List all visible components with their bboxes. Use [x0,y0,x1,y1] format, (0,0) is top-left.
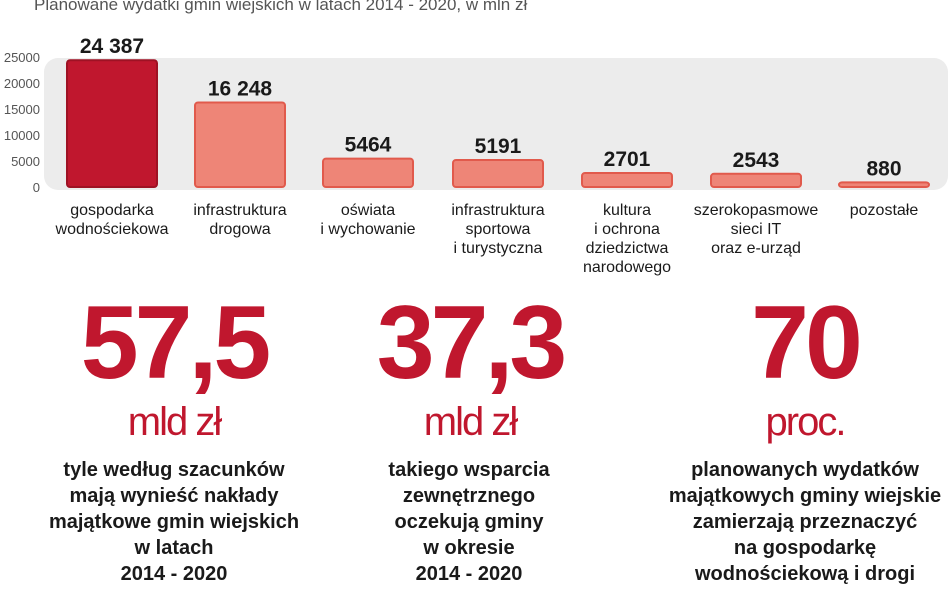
bar-value-label: 2701 [604,148,651,171]
stat-description-line: majątkowe gmin wiejskich [48,511,300,533]
category-label-line: narodowego [583,259,671,276]
stat-description-line: oczekują gminy [394,511,544,533]
bar [194,101,286,188]
category-label-line: gospodarka [70,202,154,219]
stat-description-line: tyle według szacunków [63,459,285,481]
bar-value-label: 880 [866,157,901,180]
bar-value-label: 5191 [475,135,522,158]
stat-description-line: na gospodarkę [733,537,877,559]
category-label-line: oświata [341,202,395,219]
bar [452,159,544,189]
category-label: infrastruktura drogowa [193,202,286,238]
stat-unit-investment: mld zł [127,400,222,444]
stat-description-line: zamierzają przeznaczyć [692,511,918,533]
stat-unit-percentage: proc. [765,400,847,444]
stat-value-external-support: 37,3 [376,285,567,401]
category-label-line: sieci IT [731,221,782,238]
category-label-line: i turystyczna [454,240,543,257]
bar [66,59,158,188]
category-label-line: pozostałe [850,202,919,219]
category-label-line: infrastruktura [193,202,286,219]
category-label-line: i wychowanie [320,221,415,238]
category-label-line: wodnościekowa [55,221,169,238]
stat-value-percentage: 70 [751,285,863,401]
category-label: kultura i ochrona dziedzictwa narodowego [583,202,671,276]
stat-description-line: planowanych wydatków [691,459,919,481]
category-label-line: dziedzictwa [586,240,669,257]
category-label: szerokopasmowe sieci IT oraz e-urząd [694,202,819,257]
y-tick-label: 10000 [4,128,40,143]
chart-title: Planowane wydatki gmin wiejskich w latac… [34,0,528,14]
stat-description-external-support: takiego wsparcia zewnętrznego oczekują gmi… [309,457,629,587]
category-label: infrastruktura sportowa i turystyczna [451,202,544,257]
category-label-line: i ochrona [594,221,660,238]
bar [581,171,673,189]
stat-description-line: 2014 - 2020 [120,563,228,585]
stat-unit-external-support: mld zł [423,400,518,444]
category-label-line: infrastruktura [451,202,544,219]
bar-value-label: 2543 [733,149,780,172]
category-label: oświata i wychowanie [320,202,415,238]
bar-chart: 0 5000 10000 15000 20000 25000 24 387 16 248 54… [4,35,948,276]
bars-group [66,59,930,189]
category-labels-group: gospodarka wodnościekowa infrastruktura dro… [55,202,919,276]
y-tick-label: 15000 [4,102,40,117]
y-tick-label: 20000 [4,76,40,91]
category-label-line: szerokopasmowe [694,202,819,219]
stat-description-line: zewnętrznego [402,485,536,507]
stat-description-line: takiego wsparcia [388,459,550,481]
category-label: pozostałe [850,202,919,219]
y-tick-label: 25000 [4,50,40,65]
stat-description-line: w latach [134,537,214,559]
y-tick-label: 0 [33,180,40,195]
bar-value-label: 16 248 [208,78,273,101]
stat-description-line: w okresie [423,537,515,559]
stat-description-line: majątkowych gminy wiejskie [668,485,942,507]
bar-value-label: 5464 [345,134,392,157]
bar-value-label: 24 387 [80,35,144,58]
bar [322,157,414,189]
y-tick-label: 5000 [11,154,40,169]
category-label-line: oraz e-urząd [711,240,801,257]
stat-description-line: 2014 - 2020 [415,563,523,585]
stat-description-investment: tyle według szacunków mają wynieść nakład… [14,457,334,587]
bar [710,172,802,188]
value-labels-group: 24 387 16 248 5464 5191 2701 2543 880 [80,35,902,180]
stat-description-percentage: planowanych wydatków majątkowych gminy wi… [645,457,948,587]
stat-value-investment: 57,5 [80,285,271,401]
y-axis: 0 5000 10000 15000 20000 25000 [4,50,40,195]
category-label-line: sportowa [466,221,531,238]
bar [838,181,930,188]
stat-description-line: mają wynieść nakłady [69,485,279,507]
stat-description-line: wodnościekową i drogi [694,563,916,585]
category-label-line: kultura [603,202,651,219]
category-label: gospodarka wodnościekowa [55,202,169,238]
category-label-line: drogowa [209,221,270,238]
